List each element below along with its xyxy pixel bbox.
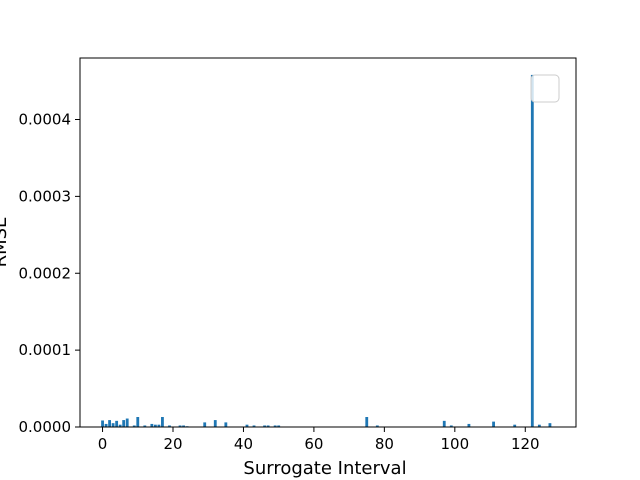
legend-box [530,74,560,103]
bar [101,420,104,427]
bar [157,424,161,427]
x-tick-label: 60 [304,435,323,453]
bar [449,425,453,427]
bar [467,423,471,427]
bar [132,425,136,427]
bar [277,425,281,427]
bar [375,425,379,427]
bars-group [101,74,552,427]
bar [203,422,207,427]
bar [178,425,182,427]
x-tick-label: 80 [375,435,394,453]
bar [537,424,541,427]
x-tick-label: 40 [234,435,253,453]
bar [263,425,266,427]
bar [365,417,369,427]
x-tick-label: 0 [98,435,108,453]
bar [122,420,126,427]
bar [136,417,140,427]
bar [442,420,446,427]
x-axis: 0 20 40 60 80 100 120 [98,427,540,453]
y-axis-label: RMSE [0,217,11,268]
y-axis: 0.0000 0.0001 0.0002 0.0003 0.0004 [19,111,80,436]
bar [513,424,517,427]
y-tick-label: 0.0003 [19,187,72,205]
bar [530,74,534,427]
bar [161,417,164,427]
bar [143,425,147,427]
x-tick-label: 100 [440,435,469,453]
bar [182,425,185,427]
x-tick-label: 120 [511,435,540,453]
bar [153,424,157,427]
bar [213,420,217,427]
bar [273,425,277,427]
bar [245,424,249,427]
bar [125,418,129,427]
plot-frame [79,57,577,428]
y-tick-label: 0.0001 [19,341,72,359]
bar [115,420,119,427]
bar [108,420,111,427]
bar [252,425,256,427]
bar [168,425,171,427]
bar [266,425,270,427]
x-axis-label: Surrogate Interval [243,458,406,479]
y-tick-label: 0.0004 [19,111,72,129]
bar [492,421,495,427]
y-tick-label: 0.0002 [19,264,72,282]
bar [548,423,552,427]
bar [118,424,122,427]
bar [150,423,154,427]
bar [111,423,115,427]
bar [104,423,108,427]
bar [224,422,228,427]
y-tick-label: 0.0000 [19,418,72,436]
x-tick-label: 20 [163,435,182,453]
